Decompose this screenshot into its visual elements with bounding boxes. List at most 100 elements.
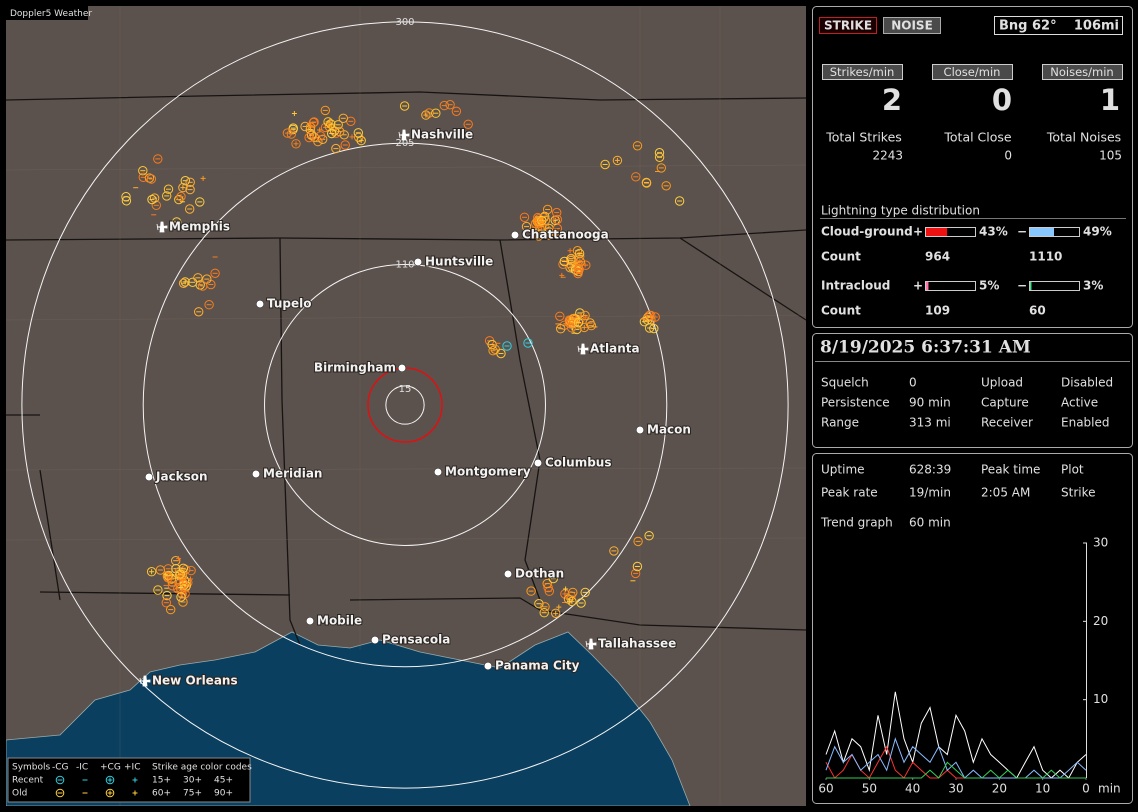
strike-symbol: [147, 194, 157, 205]
strike-symbol: [574, 263, 584, 274]
strike-symbol: [309, 117, 319, 127]
strike-ring: [153, 585, 163, 595]
setting-value: 313 mi: [909, 416, 951, 430]
total-label: Total Noises: [1046, 130, 1121, 145]
city-dot: [503, 569, 513, 579]
strike-ring: [551, 608, 561, 618]
strike-symbol: [185, 177, 195, 188]
strike-ring: [532, 216, 542, 227]
strike-ring: [544, 230, 554, 240]
city-label: Dothan: [515, 567, 564, 581]
strike-symbol: [162, 590, 172, 601]
city-dot: [635, 425, 645, 435]
strike-button[interactable]: [819, 17, 877, 34]
strike-symbol: [282, 128, 293, 138]
strike-ring: [195, 197, 205, 207]
strike-ring: [327, 128, 337, 139]
total-label: Total Close: [943, 130, 1012, 145]
airport-icon: [139, 675, 151, 687]
state-lines: [6, 91, 806, 646]
strike-ring: [161, 191, 172, 201]
city-label: Memphis: [169, 220, 230, 234]
strike-symbol: [552, 207, 562, 218]
strike-ring: [176, 592, 186, 602]
strike-ring: [300, 121, 310, 132]
distribution-sign: +: [913, 279, 923, 293]
trend-line: [826, 761, 1086, 779]
range-ring: [385, 385, 425, 425]
strike-ring: [463, 119, 473, 130]
rate-label-box: [1042, 64, 1123, 80]
strike-symbol: [320, 105, 330, 116]
strike-symbol: [162, 571, 173, 581]
strike-ring: [178, 182, 188, 193]
city-dot: [483, 661, 493, 671]
city-dot: [413, 257, 423, 267]
setting-value: Enabled: [1061, 416, 1110, 430]
strike-symbol: [641, 178, 652, 188]
setting-label: Squelch: [821, 376, 869, 390]
strike-ring: [178, 563, 189, 573]
strike-ring: [146, 174, 157, 184]
strike-symbol: [421, 110, 431, 120]
strike-ring: [612, 155, 623, 166]
stat-plot-label: Plot: [1061, 463, 1084, 477]
legend-type: +IC: [124, 763, 140, 773]
strike-ring: [291, 139, 301, 149]
strike-symbol: [552, 214, 562, 225]
stat-plot: Strike: [1061, 486, 1096, 500]
strike-symbol: [308, 117, 319, 128]
legend-age: Old: [12, 789, 27, 799]
strike-ring: [633, 536, 643, 547]
x-tick-label: 60: [818, 782, 833, 796]
city-dot: [510, 230, 520, 240]
count-label: Count: [821, 250, 861, 264]
strike-ring: [165, 604, 176, 615]
rate-label: Strikes/min: [830, 65, 895, 79]
strike-ring: [282, 128, 293, 138]
strike-ring: [161, 598, 172, 608]
noise-button[interactable]: [883, 17, 941, 34]
strike-ring: [323, 117, 333, 127]
city-label: Macon: [647, 423, 691, 437]
setting-label: Range: [821, 416, 859, 430]
strike-ring: [331, 143, 341, 154]
strike-ring: [559, 256, 569, 267]
strike-symbol: [586, 320, 597, 331]
rate-label: Close/min: [944, 65, 1001, 79]
strike-ring: [575, 257, 585, 267]
trend-label: Trend graph: [820, 516, 893, 530]
strike-ring: [146, 567, 157, 577]
strike-symbol: [291, 139, 301, 149]
distribution-sign: −: [1017, 279, 1027, 293]
distribution-bar: [926, 228, 948, 236]
strike-ring: [534, 231, 544, 241]
legend-type: -CG: [52, 763, 69, 773]
total-label: Total Strikes: [825, 130, 902, 145]
strike-symbol: [521, 221, 532, 232]
county-lines: [6, 6, 806, 806]
rate-value: 0: [992, 83, 1012, 117]
strike-ring: [540, 602, 550, 612]
strike-symbol: [568, 587, 578, 598]
strike-ring: [308, 117, 319, 128]
rate-label-box: [822, 64, 903, 80]
x-tick-label: 0: [1082, 782, 1090, 796]
strike-symbol: [329, 126, 340, 136]
strike-symbol: [315, 131, 326, 141]
city-dot: [144, 472, 154, 482]
strike-symbol: [291, 111, 297, 116]
strike-button-label: STRIKE: [824, 19, 872, 33]
brand-box: [6, 6, 88, 20]
strike-symbol: [288, 123, 298, 133]
strike-ring: [573, 268, 583, 279]
strike-ring: [576, 598, 586, 608]
range-rings: 15 110 205 300: [21, 17, 789, 789]
strike-ring: [121, 191, 131, 202]
strike-symbol: [519, 212, 530, 223]
strike-ring: [204, 300, 214, 310]
range-ring: [21, 21, 789, 789]
strike-symbol: [163, 184, 174, 194]
datetime: 8/19/2025 6:37:31 AM: [820, 338, 1031, 358]
